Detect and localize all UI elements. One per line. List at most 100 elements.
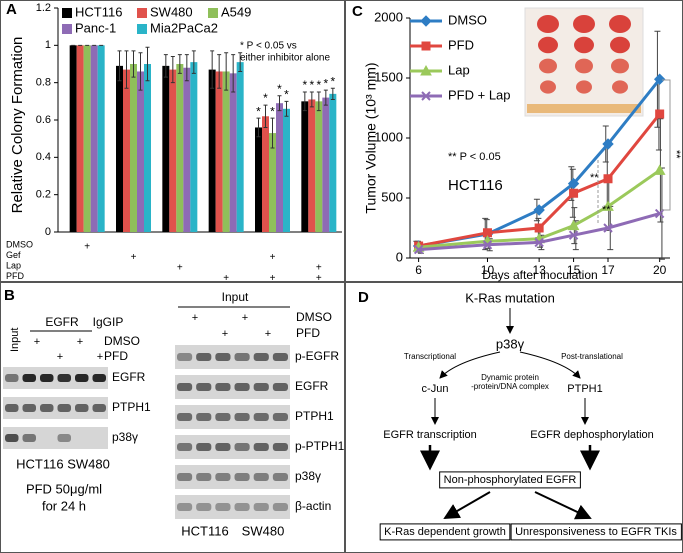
error-bar xyxy=(256,117,261,138)
blot-band xyxy=(234,473,250,481)
lane-header: Input xyxy=(9,328,21,352)
y-tick-label: 2000 xyxy=(374,9,403,24)
blot-label: p-EGFR xyxy=(295,349,339,363)
lane-header: EGFR xyxy=(45,315,79,329)
legend-marker xyxy=(420,64,432,76)
annotation: HCT116 xyxy=(448,177,503,194)
treatment-mark: + xyxy=(192,312,198,324)
blot-band xyxy=(57,374,71,382)
panel-frame xyxy=(345,282,683,553)
blot-band xyxy=(196,413,212,421)
diagram-node: Dynamic protein xyxy=(481,373,539,382)
arrow xyxy=(519,351,581,379)
blot-label: EGFR xyxy=(112,370,146,384)
diagram-node: PTPH1 xyxy=(567,383,602,395)
error-bar xyxy=(184,54,189,82)
node-box xyxy=(379,523,511,541)
legend-swatch xyxy=(137,24,147,34)
series-line xyxy=(418,169,661,249)
blot-strip xyxy=(175,435,290,459)
panel-frame xyxy=(0,0,345,282)
bar xyxy=(236,62,244,233)
treatment-mark: + xyxy=(84,242,90,253)
significance-star: * xyxy=(302,78,307,92)
error-bar xyxy=(177,54,182,74)
diagram-node: c-Jun xyxy=(422,383,449,395)
error-bar xyxy=(284,100,289,117)
bar xyxy=(137,71,144,232)
treatment-mark: + xyxy=(34,336,40,348)
lane-header: Input xyxy=(222,290,249,304)
marker xyxy=(653,164,666,175)
bar xyxy=(123,69,130,232)
legend-label: Mia2PaCa2 xyxy=(150,20,218,35)
blot-band xyxy=(253,473,269,481)
blot-band xyxy=(272,443,288,451)
bar xyxy=(301,101,309,232)
diagram-node: K-Ras dependent growth xyxy=(384,526,506,538)
blot-band xyxy=(177,503,193,511)
bar xyxy=(176,64,184,232)
blot-band xyxy=(253,443,269,451)
bar xyxy=(183,67,191,232)
bar xyxy=(208,69,216,232)
bar xyxy=(322,97,330,232)
tumor xyxy=(611,58,629,74)
legend-label: DMSO xyxy=(448,12,487,27)
error-bar xyxy=(145,46,150,82)
annotation: ** xyxy=(590,172,599,184)
x-tick-label: 20 xyxy=(653,263,667,277)
blot-band xyxy=(253,413,269,421)
error-bar xyxy=(309,91,314,108)
x-tick-label: 15 xyxy=(567,263,581,277)
marker xyxy=(603,174,613,184)
y-tick-label: 0.2 xyxy=(36,189,51,201)
significance-star: * xyxy=(284,88,289,102)
bar xyxy=(76,45,84,233)
blot-band xyxy=(234,503,250,511)
blot-band xyxy=(215,443,231,451)
diagram-node: EGFR dephosphorylation xyxy=(530,429,654,441)
marker xyxy=(569,188,579,198)
blot-band xyxy=(253,353,269,361)
error-bar xyxy=(138,52,143,91)
y-tick-label: 0.6 xyxy=(36,114,51,126)
blot-band xyxy=(272,473,288,481)
bar xyxy=(69,45,77,233)
error-bar xyxy=(117,50,122,82)
tumor xyxy=(573,15,595,33)
bar xyxy=(144,64,151,232)
cell-line-label: HCT116 SW480 xyxy=(16,456,110,471)
y-tick-label: 0.4 xyxy=(36,151,51,163)
error-bar xyxy=(270,117,275,149)
blot-label: PTPH1 xyxy=(112,400,151,414)
cell-line-label: SW480 xyxy=(242,523,285,538)
bar xyxy=(97,45,105,233)
error-bar xyxy=(330,87,335,100)
treatment-label: DMSO xyxy=(296,310,332,324)
treatment-mark: + xyxy=(270,252,276,263)
treatment-mark: + xyxy=(222,328,228,340)
legend-swatch xyxy=(208,8,218,18)
error-bar xyxy=(316,91,321,112)
marker xyxy=(413,244,424,255)
diagram-node: p38γ xyxy=(496,336,525,351)
blot-band xyxy=(215,353,231,361)
y-tick-label: 500 xyxy=(381,189,403,204)
blot-label: p-PTPH1 xyxy=(295,439,345,453)
blot-band xyxy=(215,473,231,481)
tumor xyxy=(612,80,628,94)
tumor xyxy=(537,15,559,33)
blot-strip xyxy=(175,465,290,489)
arrow xyxy=(439,351,501,379)
blot-band xyxy=(57,434,71,442)
bar xyxy=(276,103,283,232)
blot-band xyxy=(272,353,288,361)
significance-star: * xyxy=(330,74,335,88)
y-tick-label: 1500 xyxy=(374,69,403,84)
bar xyxy=(283,108,290,232)
treatment-label: PFD xyxy=(104,349,128,363)
significance-star: * xyxy=(309,78,314,92)
